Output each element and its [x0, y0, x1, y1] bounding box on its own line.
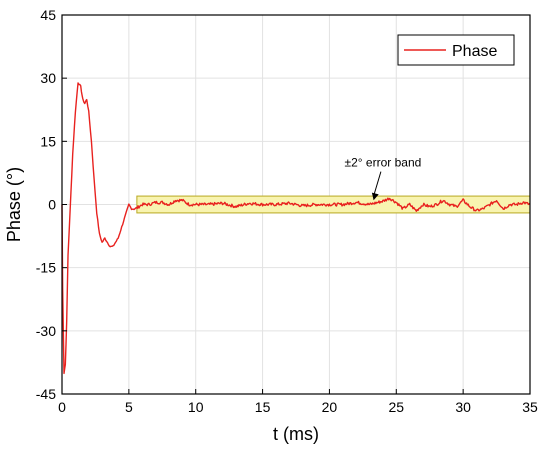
annotation-arrowhead — [371, 192, 379, 201]
legend-label-phase: Phase — [452, 43, 497, 60]
error-band-annotation: ±2° error band — [345, 156, 422, 201]
y-tick-label: -30 — [36, 323, 56, 339]
x-axis-title: t (ms) — [273, 424, 319, 444]
x-tick-label: 25 — [388, 399, 404, 415]
series-line-phase — [61, 82, 531, 375]
y-tick-label: 45 — [40, 7, 56, 23]
axis-ticks: 0 5 10 15 20 25 30 35 -45 -30 -15 0 15 30 45 — [36, 7, 538, 415]
y-tick-label: 15 — [40, 133, 56, 149]
y-tick-label: 30 — [40, 70, 56, 86]
series-layer — [61, 82, 531, 375]
legend: Phase — [397, 34, 515, 66]
x-tick-label: 15 — [255, 399, 271, 415]
x-tick-label: 35 — [522, 399, 538, 415]
x-tick-label: 5 — [125, 399, 133, 415]
x-tick-label: 10 — [188, 399, 204, 415]
annotation-arrow — [373, 171, 382, 197]
y-axis-title: Phase (°) — [4, 167, 24, 242]
x-tick-label: 0 — [58, 399, 66, 415]
y-tick-label: -45 — [36, 386, 56, 402]
y-tick-label: 0 — [48, 197, 56, 213]
x-tick-label: 20 — [322, 399, 338, 415]
x-tick-label: 30 — [455, 399, 471, 415]
annotation-label: ±2° error band — [345, 156, 422, 170]
y-tick-label: -15 — [36, 260, 56, 276]
